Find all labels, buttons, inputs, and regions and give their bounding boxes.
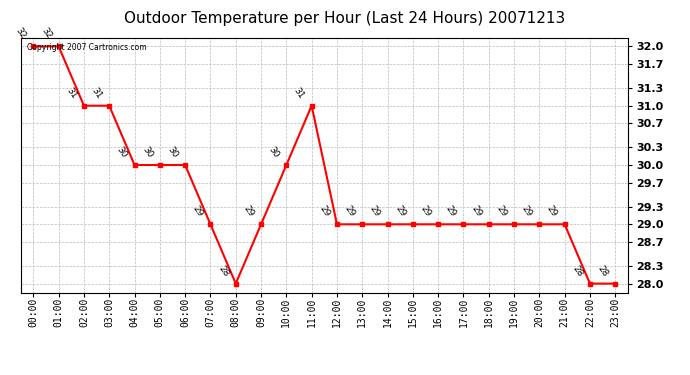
Text: 29: 29 [520,204,534,219]
Text: 30: 30 [267,145,281,159]
Text: 29: 29 [241,204,255,219]
Text: 29: 29 [317,204,331,219]
Text: Copyright 2007 Cartronics.com: Copyright 2007 Cartronics.com [27,43,146,52]
Text: 31: 31 [90,86,104,100]
Text: 29: 29 [368,204,382,219]
Text: 29: 29 [419,204,433,219]
Text: 28: 28 [216,264,230,278]
Text: Outdoor Temperature per Hour (Last 24 Hours) 20071213: Outdoor Temperature per Hour (Last 24 Ho… [124,11,566,26]
Text: 31: 31 [292,86,306,100]
Text: 32: 32 [39,26,53,41]
Text: 29: 29 [393,204,407,219]
Text: 28: 28 [571,264,584,278]
Text: 31: 31 [64,86,79,100]
Text: 29: 29 [343,204,357,219]
Text: 30: 30 [115,145,129,159]
Text: 29: 29 [545,204,559,219]
Text: 29: 29 [495,204,509,219]
Text: 30: 30 [140,145,155,159]
Text: 29: 29 [191,204,205,219]
Text: 30: 30 [166,145,179,159]
Text: 28: 28 [595,264,610,278]
Text: 32: 32 [14,26,28,41]
Text: 29: 29 [469,204,483,219]
Text: 29: 29 [444,204,458,219]
